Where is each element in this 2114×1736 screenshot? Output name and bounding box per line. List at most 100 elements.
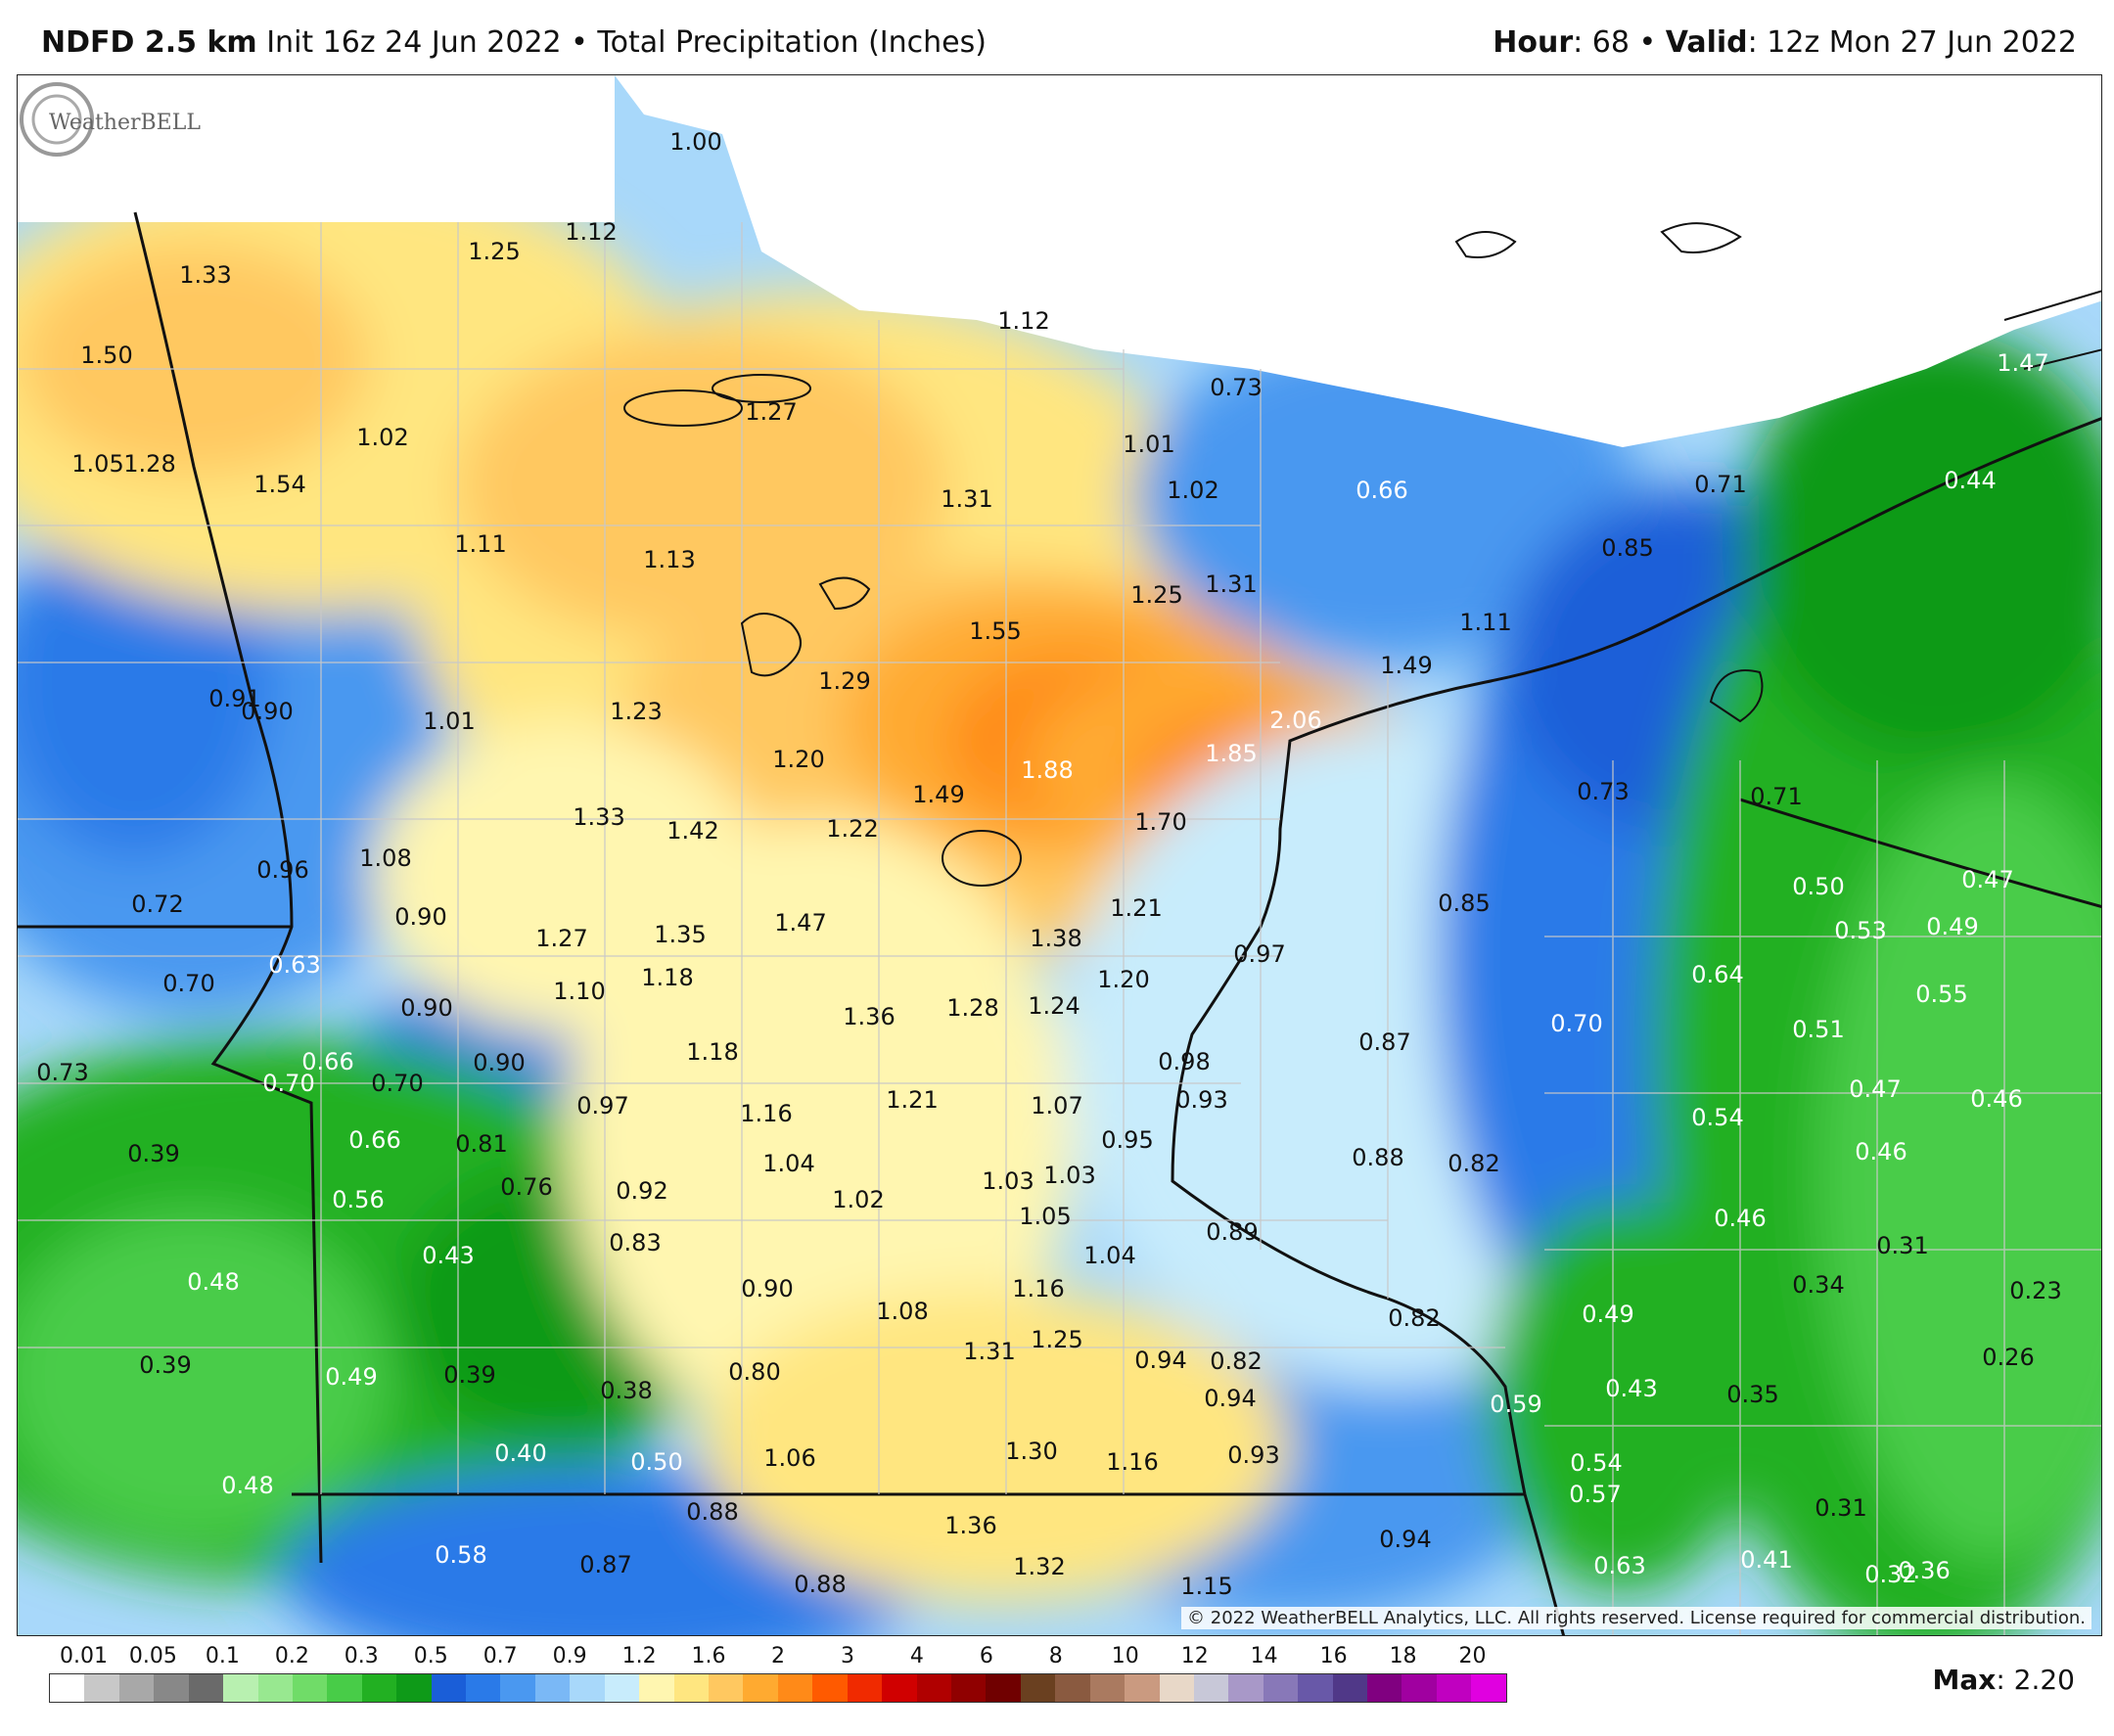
precip-value-label: 0.80 (728, 1358, 781, 1386)
precip-value-label: 0.73 (1210, 374, 1263, 401)
legend-color-swatch (327, 1674, 362, 1702)
valid-label: Valid (1665, 25, 1748, 60)
legend-color-swatch (847, 1674, 883, 1702)
precip-value-label: 1.31 (963, 1338, 1016, 1365)
precip-value-label: 0.44 (1944, 467, 1997, 494)
legend-color-swatch (986, 1674, 1021, 1702)
legend-color-swatch (84, 1674, 119, 1702)
precip-value-label: 0.98 (1158, 1048, 1211, 1075)
legend-color-swatch (431, 1674, 467, 1702)
precip-value-label: 0.85 (1601, 534, 1654, 562)
precip-value-label: 0.46 (1970, 1085, 2023, 1113)
precip-value-label: 1.24 (1028, 992, 1080, 1020)
precip-value-label: 0.54 (1570, 1449, 1623, 1477)
precip-value-label: 1.23 (610, 698, 663, 725)
precip-value-label: 0.93 (1227, 1441, 1280, 1469)
legend-color-swatch (604, 1674, 640, 1702)
precip-value-label: 0.85 (1438, 890, 1491, 917)
precip-value-label: 1.70 (1134, 808, 1187, 836)
precip-value-label: 1.06 (763, 1444, 816, 1472)
precip-value-label: 1.10 (553, 978, 606, 1005)
legend-color-swatch (1402, 1674, 1437, 1702)
precipitation-legend: 0.01 0.05 0.1 0.2 0.3 0.5 0.7 0.9 1.2 1.6 2 3 4 6 8 10 1… (49, 1644, 1507, 1713)
legend-tick-label: 2 (771, 1644, 785, 1668)
precip-value-label: 0.82 (1388, 1304, 1441, 1332)
legend-tick-label: 10 (1111, 1644, 1139, 1668)
legend-color-swatch (1125, 1674, 1160, 1702)
precip-value-label: 0.40 (494, 1439, 547, 1467)
legend-color-swatch (1298, 1674, 1333, 1702)
header-valid-info: Hour: 68 • Valid: 12z Mon 27 Jun 2022 (1493, 25, 2077, 60)
precip-value-label: 0.50 (630, 1448, 683, 1476)
legend-color-swatch (534, 1674, 571, 1702)
precip-value-label: 1.36 (944, 1512, 997, 1539)
legend-color-swatch (1332, 1674, 1368, 1702)
precip-value-label: 1.18 (686, 1038, 739, 1066)
precip-value-label: 0.56 (332, 1186, 385, 1213)
legend-color-swatch (743, 1674, 778, 1702)
precip-value-label: 0.35 (1726, 1381, 1779, 1408)
precip-value-label: 1.25 (1130, 581, 1183, 609)
precip-value-label: 0.88 (794, 1571, 847, 1598)
legend-color-swatch (257, 1674, 293, 1702)
svg-text:WeatherBELL: WeatherBELL (49, 111, 201, 135)
precip-value-label: 0.76 (500, 1173, 553, 1201)
legend-tick-label: 6 (979, 1644, 993, 1668)
precip-value-label: 1.21 (1110, 894, 1163, 922)
valid-value: : 12z Mon 27 Jun 2022 (1747, 25, 2077, 60)
max-value: Max: 2.20 (1932, 1664, 2075, 1696)
precip-value-label: 0.95 (1101, 1126, 1154, 1154)
legend-tick-label: 8 (1048, 1644, 1063, 1668)
legend-color-swatch (673, 1674, 710, 1702)
legend-color-swatch (916, 1674, 951, 1702)
precip-value-label: 1.33 (179, 261, 232, 289)
precip-value-label: 0.97 (576, 1092, 629, 1119)
precip-value-label: 1.21 (886, 1086, 939, 1114)
precip-value-label: 1.50 (80, 342, 133, 369)
legend-color-swatch (1436, 1674, 1472, 1702)
precip-value-label: 0.93 (1175, 1086, 1228, 1114)
precip-value-label: 1.08 (359, 845, 412, 872)
legend-color-swatch (50, 1674, 85, 1702)
product-name: Total Precipitation (Inches) (597, 25, 987, 60)
precip-value-label: 0.50 (1792, 873, 1845, 900)
precip-value-label: 0.71 (1750, 783, 1803, 810)
precip-value-label: 0.88 (1352, 1144, 1404, 1171)
legend-tick-label: 0.2 (274, 1644, 309, 1668)
legend-color-swatch (777, 1674, 813, 1702)
legend-tick-label: 3 (840, 1644, 854, 1668)
legend-color-swatch (1159, 1674, 1194, 1702)
precip-value-label: 0.66 (348, 1126, 401, 1154)
precip-value-label: 1.55 (969, 617, 1022, 645)
precip-value-label: 0.91 (208, 685, 261, 712)
precip-value-label: 1.85 (1205, 740, 1258, 767)
precip-value-label: 0.97 (1233, 940, 1286, 968)
precip-value-label: 1.13 (643, 546, 696, 573)
precip-value-label: 0.72 (131, 891, 184, 918)
precip-value-label: 0.70 (1550, 1010, 1603, 1037)
precip-value-label: 1.20 (1097, 966, 1150, 993)
precip-value-label: 1.02 (832, 1186, 885, 1213)
legend-color-swatch (1471, 1674, 1506, 1702)
legend-color-swatch (1020, 1674, 1056, 1702)
precip-value-label: 0.73 (1577, 778, 1630, 805)
legend-tick-label: 1.2 (621, 1644, 657, 1668)
precip-value-label: 1.88 (1021, 756, 1074, 784)
precip-value-label: 1.31 (1205, 571, 1258, 598)
legend-color-swatch (466, 1674, 501, 1702)
precip-value-label: 0.83 (609, 1229, 662, 1256)
precip-value-label: 0.39 (443, 1361, 496, 1389)
legend-color-swatch (361, 1674, 397, 1702)
legend-tick-label: 0.3 (344, 1644, 379, 1668)
legend-tick-label: 20 (1458, 1644, 1487, 1668)
init-time: Init 16z 24 Jun 2022 (266, 25, 562, 60)
precip-value-label: 1.25 (468, 238, 521, 265)
precip-value-label: 0.43 (1605, 1375, 1658, 1402)
precip-value-label: 0.96 (256, 856, 309, 884)
model-name: NDFD 2.5 km (41, 25, 257, 60)
precip-value-label: 0.46 (1714, 1205, 1767, 1232)
precip-value-label: 0.90 (473, 1049, 526, 1076)
precip-value-label: 1.12 (997, 307, 1050, 335)
precip-value-label: 0.48 (221, 1472, 274, 1499)
precip-value-label: 0.41 (1740, 1546, 1793, 1574)
